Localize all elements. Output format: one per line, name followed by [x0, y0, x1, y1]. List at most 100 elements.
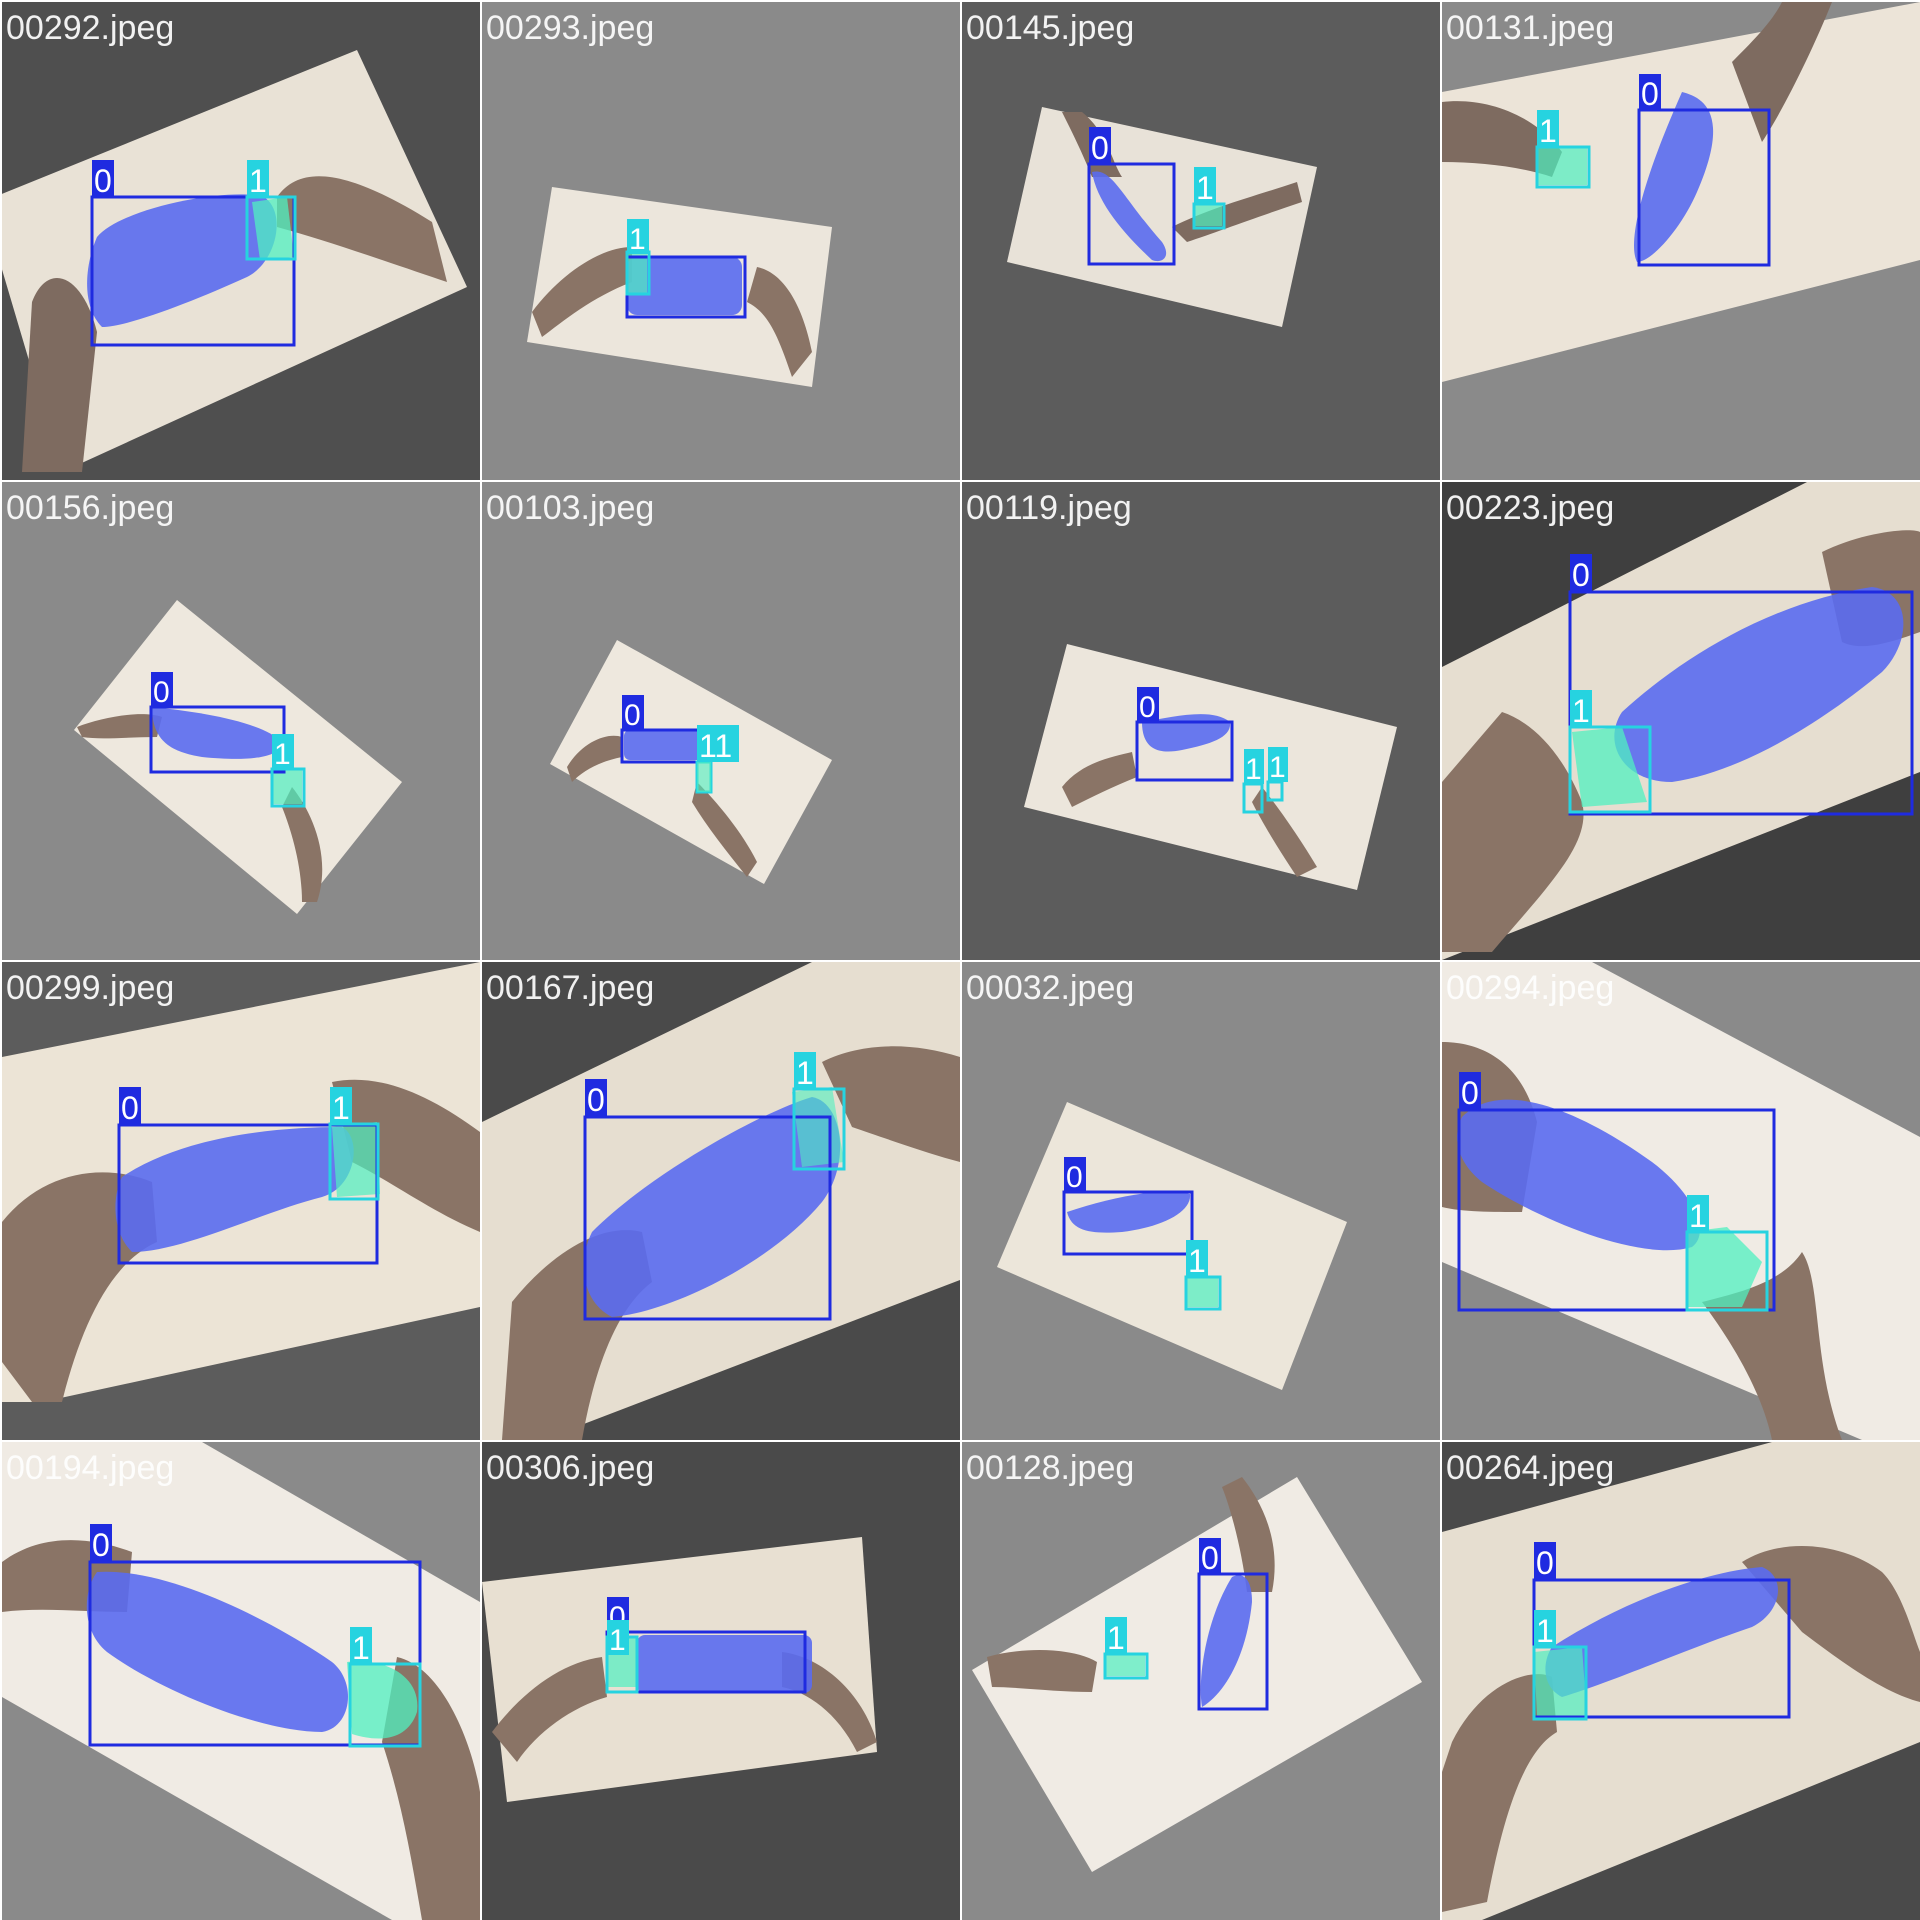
tile-photo: 0 1	[1442, 1442, 1920, 1920]
hand-shape	[277, 176, 447, 282]
image-tile: 0 1 00223.jpeg	[1442, 482, 1920, 960]
image-filename: 00194.jpeg	[6, 1449, 175, 1487]
bbox-class-1	[1535, 145, 1591, 189]
image-tile: 0 1 00167.jpeg	[482, 962, 960, 1440]
image-filename: 00223.jpeg	[1446, 489, 1615, 527]
mask-class-1	[1534, 1647, 1587, 1717]
tile-photo: 0 1	[2, 482, 480, 960]
mask-class-0	[1545, 1567, 1779, 1697]
mask-class-1	[1105, 1654, 1145, 1676]
label-tag-class-0	[622, 695, 644, 730]
mask-class-0	[152, 707, 282, 759]
mask-class-0	[627, 257, 742, 315]
class-label: 0	[1536, 1545, 1554, 1581]
class-label: 1	[609, 1624, 626, 1657]
image-tile: 0 1 00145.jpeg	[962, 2, 1440, 480]
label-tag-class-0	[1199, 1538, 1221, 1574]
image-filename: 00119.jpeg	[966, 489, 1132, 527]
tile-photo: 0 1	[962, 962, 1440, 1440]
class-label: 0	[1201, 1540, 1219, 1576]
image-filename: 00292.jpeg	[6, 9, 175, 47]
label-tag-class-1	[272, 734, 294, 769]
bbox-class-1	[348, 1662, 422, 1748]
class-label: 1	[352, 1630, 370, 1666]
hand-shape	[1222, 1477, 1275, 1592]
class-label: 0	[587, 1082, 605, 1118]
class-label: 1	[1539, 113, 1557, 149]
mask-class-1	[1186, 1277, 1218, 1307]
image-filename: 00156.jpeg	[6, 489, 175, 527]
class-label: 1	[1107, 1620, 1125, 1656]
class-label: 0	[1572, 557, 1590, 593]
class-label: 0	[1066, 1161, 1083, 1194]
mask-class-0	[1457, 1099, 1700, 1251]
mask-class-0	[1067, 1191, 1191, 1233]
class-label: 11	[699, 728, 732, 764]
bbox-class-0	[88, 1560, 422, 1747]
hand-shape	[532, 247, 632, 337]
mask-class-1	[272, 769, 302, 804]
tile-photo: 0 1 1	[962, 482, 1440, 960]
class-label: 1	[1269, 751, 1286, 784]
tile-photo: 0 1	[482, 962, 960, 1440]
tile-photo: 0 1	[1442, 962, 1920, 1440]
class-label: 0	[1461, 1075, 1479, 1111]
label-tag-class-1	[1268, 747, 1288, 782]
bbox-class-0	[1087, 162, 1176, 266]
bbox-class-0	[1135, 720, 1234, 782]
class-label: 1	[332, 1090, 350, 1126]
mask-class-1	[252, 197, 294, 260]
mask-class-0	[1634, 92, 1714, 262]
bbox-class-1	[1532, 1645, 1588, 1721]
image-tile: 0 1 00264.jpeg	[1442, 1442, 1920, 1920]
tile-photo: 0 11	[482, 482, 960, 960]
image-tile: 0 1 1 00119.jpeg	[962, 482, 1440, 960]
label-tag-class-0	[585, 1079, 607, 1117]
tile-photo: 1	[482, 2, 960, 480]
label-tag-class-0	[151, 672, 173, 707]
hand-shape	[332, 1079, 480, 1232]
label-tag-class-1	[1186, 1240, 1208, 1277]
class-label: 0	[92, 1527, 110, 1563]
image-filename: 00299.jpeg	[6, 969, 175, 1007]
hand-shape	[987, 1650, 1097, 1692]
hand-shape	[1442, 1674, 1557, 1912]
image-filename: 00264.jpeg	[1446, 1449, 1615, 1487]
label-tag-class-0	[119, 1087, 141, 1125]
label-tag-class-1	[607, 1620, 629, 1655]
label-tag-class-0	[1570, 554, 1592, 592]
tile-photo: 0 1	[2, 962, 480, 1440]
tile-photo: 0 1	[962, 1442, 1440, 1920]
class-label: 1	[1572, 693, 1590, 729]
class-label: 0	[1641, 76, 1659, 112]
tile-photo: 0 1	[1442, 482, 1920, 960]
label-tag-class-1	[1105, 1617, 1127, 1654]
image-tile: 0 1 00292.jpeg	[2, 2, 480, 480]
bbox-class-0	[1197, 1572, 1269, 1711]
image-tile: 1 0 00131.jpeg	[1442, 2, 1920, 480]
hand-shape	[282, 787, 323, 902]
label-tag-class-0	[1137, 687, 1159, 722]
tile-photo: 0 1	[2, 2, 480, 480]
hand-shape	[692, 782, 757, 877]
image-tile: 0 1 00306.jpeg	[482, 1442, 960, 1920]
mask-class-0	[87, 194, 277, 327]
image-filename: 00128.jpeg	[966, 1449, 1135, 1487]
class-label: 1	[274, 738, 291, 771]
image-tile: 0 1 00299.jpeg	[2, 962, 480, 1440]
image-filename: 00167.jpeg	[486, 969, 655, 1007]
class-label: 0	[121, 1090, 139, 1126]
class-label: 1	[1196, 170, 1214, 206]
label-tag-class-1	[1687, 1195, 1709, 1232]
image-tile: 0 11 00103.jpeg	[482, 482, 960, 960]
class-label: 0	[624, 699, 641, 732]
mask-class-1	[627, 252, 647, 294]
class-label: 1	[1689, 1198, 1707, 1234]
bbox-class-1	[328, 1122, 380, 1201]
image-tile: 0 1 00194.jpeg	[2, 1442, 480, 1920]
label-tag-class-0	[1639, 74, 1661, 110]
class-label: 1	[796, 1055, 814, 1091]
bbox-class-1	[1568, 725, 1652, 814]
mask-class-1	[1572, 727, 1647, 807]
image-filename: 00131.jpeg	[1446, 9, 1615, 47]
